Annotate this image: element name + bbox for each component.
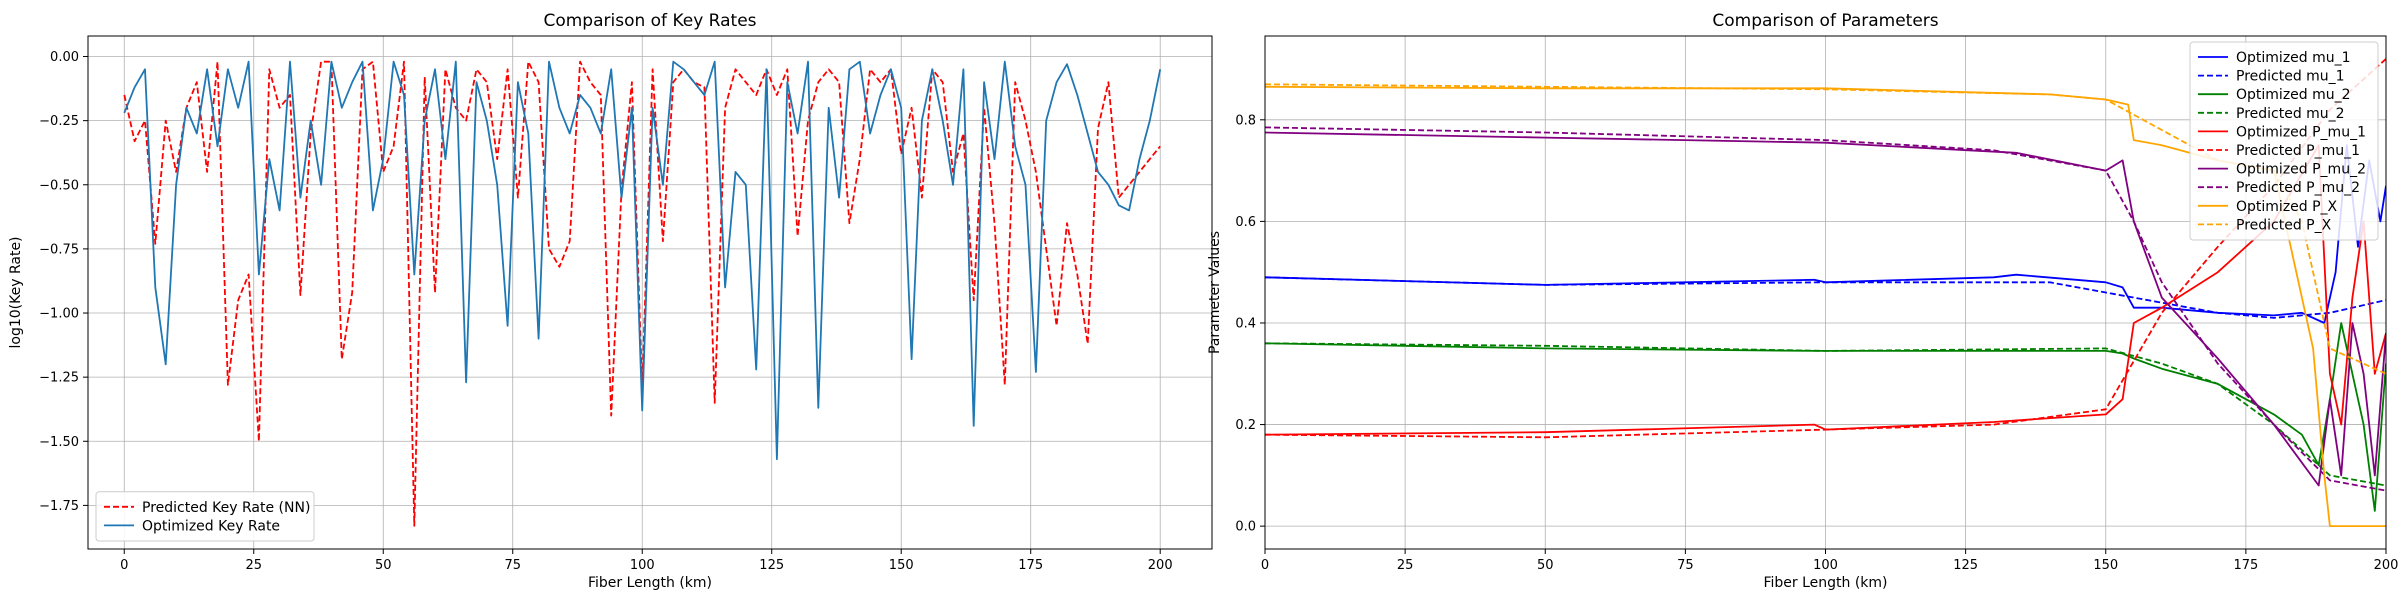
key-rates-legend: Predicted Key Rate (NN) Optimized Key Rat… (95, 491, 315, 542)
legend-label-optimized-key-rate: Optimized Key Rate (142, 518, 280, 534)
key-rates-x-tick-label: 150 (889, 558, 914, 573)
legend-label-optimized-p-mu-2: Optimized P_mu_2 (2236, 162, 2366, 178)
parameters-title: Comparison of Parameters (1712, 11, 1938, 31)
key-rates-chart: 0 25 50 75 100 125 150 175 200 0.00 −0.25 −0.50 −0.7… (8, 11, 1213, 591)
parameters-legend: Optimized mu_1 Predicted mu_1 Optimized mu… (2189, 41, 2379, 241)
parameters-x-tick-label: 150 (2093, 558, 2118, 573)
key-rates-x-tick-label: 0 (120, 558, 128, 573)
key-rates-y-tick-label: −0.50 (39, 178, 79, 193)
key-rates-x-tick-label: 50 (375, 558, 392, 573)
key-rates-x-tick-label: 125 (759, 558, 784, 573)
series-line-predicted-p-mu-2 (1265, 126, 2386, 492)
key-rates-y-tick-label: −1.00 (39, 307, 79, 322)
parameters-x-tick-label: 100 (1813, 558, 1838, 573)
legend-label-predicted-p-mu-1: Predicted P_mu_1 (2236, 143, 2360, 159)
key-rates-title: Comparison of Key Rates (543, 11, 756, 31)
key-rates-y-tick-label: 0.00 (50, 50, 79, 65)
parameters-y-axis-label: Parameter Values (1207, 231, 1223, 354)
parameters-y-tick-label: 0.8 (1235, 113, 1256, 128)
parameters-x-tick-label: 200 (2374, 558, 2399, 573)
legend-label-predicted-mu-2: Predicted mu_2 (2236, 106, 2345, 122)
parameters-chart: 0 25 50 75 100 125 150 175 200 0.0 0.2 0.4 0.6 0.8 Co… (1207, 11, 2398, 591)
key-rates-plot-frame (87, 35, 1213, 550)
key-rates-x-tick-label: 200 (1148, 558, 1173, 573)
series-line-optimized-p-mu-2 (1265, 131, 2386, 487)
series-line-predicted-p-x (1265, 83, 2386, 375)
series-line-predicted-mu-2 (1265, 342, 2386, 487)
legend-label-predicted-key-rate-nn: Predicted Key Rate (NN) (142, 500, 310, 516)
parameters-x-tick-label: 50 (1537, 558, 1554, 573)
parameters-x-tick-label: 175 (2233, 558, 2258, 573)
parameters-y-tick-label: 0.4 (1235, 316, 1256, 331)
parameters-x-tick-label: 75 (1677, 558, 1694, 573)
series-line-predicted-mu-1 (1265, 276, 2386, 319)
key-rates-series (123, 60, 1162, 527)
legend-label-predicted-mu-1: Predicted mu_1 (2236, 69, 2345, 85)
parameters-x-tick-label: 0 (1261, 558, 1269, 573)
key-rates-y-tick-label: −0.75 (39, 242, 79, 257)
key-rates-ticks: 0 25 50 75 100 125 150 175 200 0.00 −0.25 −0.50 −0.7… (39, 50, 1172, 573)
legend-label-optimized-mu-1: Optimized mu_1 (2236, 50, 2351, 66)
parameters-y-tick-label: 0.6 (1235, 215, 1256, 230)
key-rates-x-tick-label: 175 (1018, 558, 1043, 573)
key-rates-x-tick-label: 75 (504, 558, 521, 573)
key-rates-y-axis-label: log10(Key Rate) (8, 236, 24, 348)
legend-label-optimized-mu-2: Optimized mu_2 (2236, 87, 2351, 103)
parameters-y-tick-label: 0.0 (1235, 520, 1256, 535)
legend-label-predicted-p-x: Predicted P_X (2236, 217, 2332, 233)
parameters-x-axis-label: Fiber Length (km) (1763, 575, 1887, 591)
legend-label-optimized-p-x: Optimized P_X (2236, 199, 2338, 215)
key-rates-x-tick-label: 100 (630, 558, 655, 573)
key-rates-y-tick-label: −1.50 (39, 435, 79, 450)
key-rates-y-tick-label: −0.25 (39, 114, 79, 129)
key-rates-x-axis-label: Fiber Length (km) (588, 575, 712, 591)
parameters-y-tick-label: 0.2 (1235, 418, 1256, 433)
key-rates-y-tick-label: −1.25 (39, 371, 79, 386)
key-rates-x-tick-label: 25 (245, 558, 262, 573)
parameters-ticks: 0 25 50 75 100 125 150 175 200 0.0 0.2 0.4 0.6 0.8 (1235, 113, 2398, 573)
series-line-optimized-key-rate (123, 60, 1162, 461)
legend-label-optimized-p-mu-1: Optimized P_mu_1 (2236, 124, 2366, 140)
legend-label-predicted-p-mu-2: Predicted P_mu_2 (2236, 180, 2360, 196)
parameters-legend-box (2189, 41, 2379, 241)
key-rates-y-tick-label: −1.75 (39, 499, 79, 514)
key-rates-legend-box (95, 491, 315, 542)
parameters-x-tick-label: 25 (1397, 558, 1414, 573)
parameters-x-tick-label: 125 (1953, 558, 1978, 573)
